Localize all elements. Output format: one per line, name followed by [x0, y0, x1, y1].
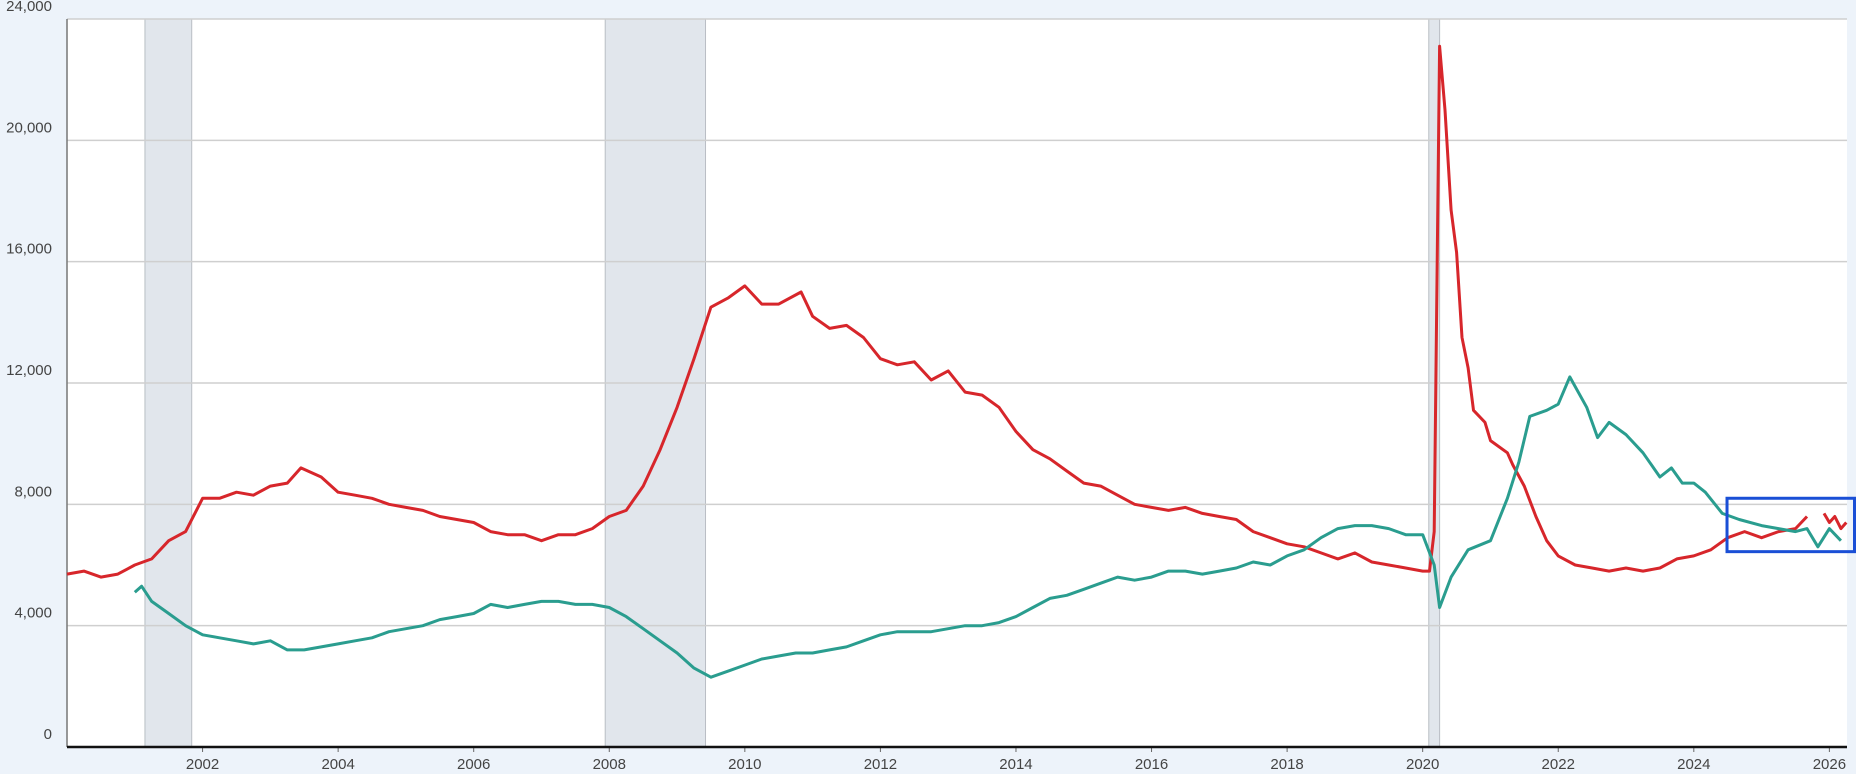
y-tick-label: 16,000: [6, 241, 52, 258]
series-line: [133, 375, 1842, 679]
highlight-box: [1725, 496, 1856, 554]
x-tick-label: 2010: [728, 756, 761, 773]
x-tick-label: 2026: [1813, 756, 1846, 773]
y-tick-label: 4,000: [14, 605, 52, 622]
x-tick-label: 2012: [864, 756, 897, 773]
x-tick-label: 2014: [999, 756, 1032, 773]
x-tick-label: 2024: [1677, 756, 1710, 773]
y-tick-label: 12,000: [6, 362, 52, 379]
x-tick-label: 2016: [1135, 756, 1168, 773]
x-tick-label: 2022: [1542, 756, 1575, 773]
x-tick-label: 2002: [186, 756, 219, 773]
y-tick-label: 24,000: [6, 0, 52, 15]
x-tick-label: 2020: [1406, 756, 1439, 773]
series-line: [1822, 512, 1848, 531]
x-tick-label: 2004: [321, 756, 354, 773]
y-tick-label: 8,000: [14, 483, 52, 500]
x-tick-label: 2008: [593, 756, 626, 773]
x-tick-label: 2018: [1270, 756, 1303, 773]
x-tick-label: 2006: [457, 756, 490, 773]
y-tick-label: 20,000: [6, 119, 52, 136]
y-tick-label: 0: [44, 726, 52, 743]
